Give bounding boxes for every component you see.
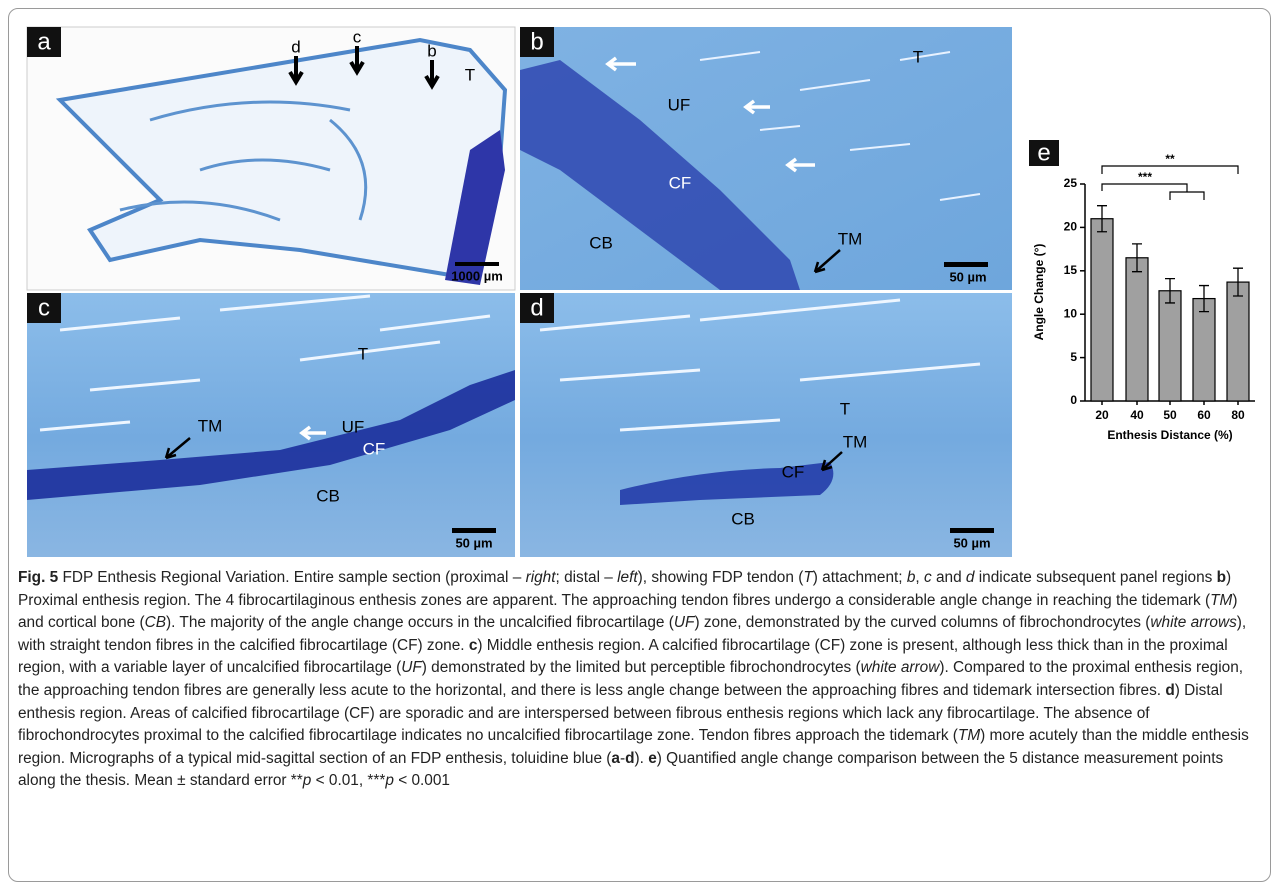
annotation: UF [668,95,691,114]
caption-text: a [611,750,620,767]
x-axis-title: Enthesis Distance (%) [1107,428,1232,442]
caption-text: left [617,569,638,586]
scale-bar-label: 1000 µm [451,268,503,283]
scale-bar [950,528,994,533]
panel-label: d [530,294,543,321]
scale-bar [944,262,988,267]
figure: a d c b T 1000 µm b T UF CF CB TM 50 µm … [0,0,1281,565]
panel-label: b [530,28,543,55]
annotation: CB [589,233,613,252]
caption-text: ) attachment; [813,569,907,586]
bar [1159,291,1181,401]
x-tick-label: 60 [1197,408,1211,422]
caption-text: ), showing FDP tendon ( [638,569,804,586]
annotation: TM [198,416,223,435]
y-tick-label: 10 [1064,306,1078,320]
x-tick-label: 40 [1130,408,1144,422]
scale-bar-label: 50 µm [949,269,986,284]
bar [1193,299,1215,401]
annotation: b [427,41,436,60]
scale-bar [455,262,499,266]
bar [1227,282,1249,401]
annotation: T [465,65,475,84]
caption-text: ). [635,750,649,767]
annotation: CF [782,462,805,481]
caption-text: , [915,569,924,586]
caption-text: c [924,569,932,586]
scale-bar-label: 50 µm [953,535,990,550]
caption-text: and [932,569,966,586]
scale-bar-label: 50 µm [455,535,492,550]
caption-text: T [803,569,812,586]
caption-text: ) zone, demonstrated by the curved colum… [694,614,1150,631]
caption-text: d [625,750,634,767]
bar [1126,258,1148,401]
caption-text: p [385,772,394,789]
caption-text: white arrow [861,659,940,676]
caption-text: e [648,750,657,767]
caption-text: UF [674,614,695,631]
caption-text: d [1165,682,1174,699]
y-tick-label: 0 [1070,393,1077,407]
caption-text: right [526,569,556,586]
caption-text: CB [145,614,166,631]
panel-a: a d c b T 1000 µm [27,27,515,290]
panel-c: c T UF CF TM CB 50 µm [27,293,515,557]
caption-text: b [1217,569,1226,586]
y-tick-label: 25 [1064,176,1078,190]
y-tick-label: 20 [1064,220,1078,234]
y-tick-label: 15 [1064,263,1078,277]
scale-bar [452,528,496,533]
panel-b: b T UF CF CB TM 50 µm [520,27,1012,290]
significance-label: *** [1138,170,1152,184]
caption-text: indicate subsequent panel regions [974,569,1216,586]
panel-label: a [37,28,51,55]
caption-text: ). The majority of the angle change occu… [166,614,674,631]
caption-text: < 0.001 [394,772,450,789]
caption-text: < 0.01, *** [311,772,385,789]
micrograph [520,293,1012,557]
annotation: CB [316,486,340,505]
x-tick-label: 50 [1163,408,1177,422]
panel-label: e [1037,139,1050,166]
annotation: UF [342,417,365,436]
annotation: CF [669,173,692,192]
caption: Fig. 5 FDP Enthesis Regional Variation. … [18,567,1263,793]
significance-bracket [1102,184,1204,200]
caption-text: ; distal – [556,569,618,586]
annotation: c [353,27,362,46]
panel-label: c [38,294,50,321]
annotation: CF [363,439,386,458]
x-tick-label: 80 [1231,408,1245,422]
caption-text: Fig. 5 [18,569,58,586]
y-tick-label: 5 [1070,350,1077,364]
caption-text: white arrows [1150,614,1236,631]
caption-text: TM [958,727,980,744]
caption-text: FDP Enthesis Regional Variation. Entire … [58,569,525,586]
annotation: T [840,399,850,418]
annotation: TM [838,229,863,248]
x-tick-label: 20 [1095,408,1109,422]
annotation: T [913,47,923,66]
caption-text: TM [1210,592,1232,609]
y-axis-title: Angle Change (°) [1032,244,1046,341]
significance-label: ** [1165,152,1175,166]
panel-e: e Angle Change (°) Enthesis Distance (%)… [1029,139,1255,442]
annotation: TM [843,432,868,451]
panel-d: d T TM CF CB 50 µm [520,293,1012,557]
annotation: d [291,37,300,56]
bar [1091,219,1113,401]
caption-text: ) demonstrated by the limited but percep… [422,659,861,676]
significance-bracket [1102,166,1238,174]
caption-text: UF [401,659,422,676]
annotation: CB [731,509,755,528]
page: a d c b T 1000 µm b T UF CF CB TM 50 µm … [0,0,1281,892]
annotation: T [358,344,368,363]
